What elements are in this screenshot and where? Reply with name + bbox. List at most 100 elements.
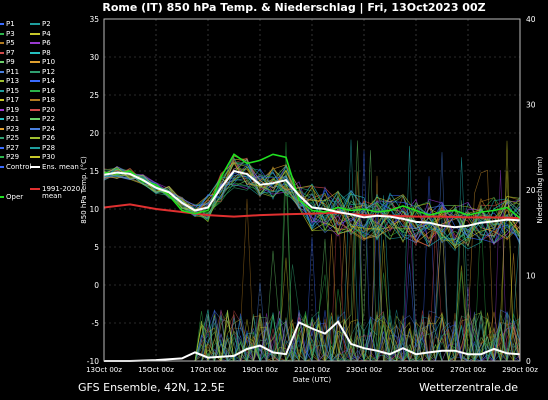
y-tick-right: 0 bbox=[526, 357, 531, 366]
legend-climatology-swatch bbox=[30, 188, 40, 190]
legend-oper-swatch bbox=[0, 196, 4, 198]
x-axis-ticks: 13Oct 00z 15Oct 00z 17Oct 00z 19Oct 00z 21Oc… bbox=[86, 366, 538, 374]
legend-item: P18 bbox=[42, 96, 56, 104]
x-tick: 21Oct 00z bbox=[294, 366, 330, 374]
y-axis-right-label: Niederschlag (mm) bbox=[536, 156, 544, 223]
legend-item: P7 bbox=[6, 48, 15, 57]
x-axis-label: Date (UTC) bbox=[293, 376, 332, 384]
x-tick: 13Oct 00z bbox=[86, 366, 122, 374]
legend-item-swatch bbox=[30, 42, 40, 44]
legend-item-swatch bbox=[0, 32, 4, 35]
legend-item: P17 bbox=[6, 96, 20, 104]
member-temp-line bbox=[103, 153, 521, 244]
footer-source: GFS Ensemble, 42N, 12.5E bbox=[78, 381, 225, 394]
legend-item: P11 bbox=[6, 67, 20, 76]
legend-item: P3 bbox=[6, 29, 15, 38]
y-tick-left: 20 bbox=[89, 129, 99, 138]
legend-item-swatch bbox=[0, 165, 4, 168]
legend-item: P16 bbox=[42, 86, 56, 95]
y-tick-left: 5 bbox=[94, 243, 99, 252]
right-axis-ticks: 40 30 20 10 0 bbox=[526, 15, 536, 366]
x-tick: 19Oct 00z bbox=[242, 366, 278, 374]
member-temp-line bbox=[103, 157, 521, 246]
legend-item: P19 bbox=[6, 105, 20, 114]
y-tick-right: 10 bbox=[526, 272, 536, 281]
legend-item: P23 bbox=[6, 124, 20, 133]
y-tick-left: 15 bbox=[89, 167, 99, 176]
legend-item: P14 bbox=[42, 77, 56, 85]
y-tick-right: 20 bbox=[526, 186, 536, 195]
legend-item: P10 bbox=[42, 58, 56, 66]
y-tick-left: 35 bbox=[89, 15, 99, 24]
legend-item-swatch bbox=[0, 89, 4, 92]
legend-item-swatch bbox=[30, 156, 40, 158]
series-layer bbox=[103, 153, 521, 362]
legend-climatology: 1991-2020 bbox=[42, 185, 81, 193]
legend-item: P4 bbox=[42, 29, 51, 38]
y-tick-left: 30 bbox=[89, 53, 99, 62]
legend-item-swatch bbox=[0, 70, 4, 73]
legend-item: P21 bbox=[6, 115, 20, 123]
legend-item-swatch bbox=[0, 61, 4, 63]
x-tick: 15Oct 00z bbox=[138, 366, 174, 374]
ens-mean-temp-line bbox=[103, 169, 521, 229]
y-tick-left: 0 bbox=[94, 281, 99, 290]
x-tick: 27Oct 00z bbox=[450, 366, 486, 374]
legend-item: Ens. mean bbox=[42, 162, 79, 171]
legend-item: P9 bbox=[6, 58, 15, 66]
legend-item-swatch bbox=[30, 89, 40, 92]
legend-item: P29 bbox=[6, 153, 20, 161]
legend-item: P1 bbox=[6, 20, 15, 28]
legend-item: P28 bbox=[42, 143, 56, 152]
legend-item-swatch bbox=[0, 127, 4, 130]
legend-item-swatch bbox=[30, 51, 40, 54]
legend-item-swatch bbox=[30, 146, 40, 149]
legend-item-swatch bbox=[0, 23, 4, 25]
y-tick-right: 40 bbox=[526, 15, 536, 24]
legend-climatology-line2: mean bbox=[42, 192, 62, 200]
legend-item: P8 bbox=[42, 48, 51, 57]
legend-item: P25 bbox=[6, 134, 20, 142]
legend-item-swatch bbox=[30, 137, 40, 139]
legend-item: P6 bbox=[42, 39, 51, 47]
oper-temp-line bbox=[103, 153, 521, 219]
legend-item: P20 bbox=[42, 105, 56, 114]
x-tick: 23Oct 00z bbox=[346, 366, 382, 374]
legend-item-swatch bbox=[30, 61, 40, 63]
legend-item: P15 bbox=[6, 86, 20, 95]
legend-item: P12 bbox=[42, 67, 56, 76]
legend-item: P27 bbox=[6, 143, 20, 152]
y-tick-right: 30 bbox=[526, 101, 536, 110]
y-tick-left: -5 bbox=[92, 319, 100, 328]
x-tick: 29Oct 00z bbox=[502, 366, 538, 374]
legend-item: P22 bbox=[42, 115, 56, 123]
legend-item-swatch bbox=[0, 80, 4, 82]
legend-item: P13 bbox=[6, 77, 20, 85]
legend-item: P30 bbox=[42, 153, 56, 161]
legend-item-swatch bbox=[30, 127, 40, 130]
legend-item-swatch bbox=[0, 146, 4, 149]
legend-item-swatch bbox=[30, 23, 40, 25]
legend-item-swatch bbox=[30, 99, 40, 101]
footer-site: Wetterzentrale.de bbox=[419, 381, 519, 394]
legend-item-swatch bbox=[30, 70, 40, 73]
legend-item: P26 bbox=[42, 134, 56, 142]
ens-mean-precip-line bbox=[104, 320, 521, 362]
legend-item-swatch bbox=[30, 80, 40, 82]
legend-item-swatch bbox=[30, 108, 40, 111]
y-tick-left: -10 bbox=[87, 357, 99, 366]
x-tick: 25Oct 00z bbox=[398, 366, 434, 374]
y-tick-left: 10 bbox=[89, 205, 99, 214]
chart-title: Rome (IT) 850 hPa Temp. & Niederschlag |… bbox=[102, 1, 485, 14]
climatology-mean-line bbox=[103, 203, 521, 220]
y-axis-left-label: 850 hPa Temp. (°C) bbox=[80, 156, 88, 224]
legend-item: P24 bbox=[42, 124, 56, 133]
legend-item-swatch bbox=[30, 118, 40, 120]
legend-item-swatch bbox=[0, 137, 4, 139]
legend-item: Control bbox=[6, 162, 32, 171]
legend-oper: Oper bbox=[6, 193, 24, 201]
x-tick: 17Oct 00z bbox=[190, 366, 226, 374]
legend-item-swatch bbox=[0, 118, 4, 120]
plot-frame bbox=[103, 18, 521, 362]
legend-item-swatch bbox=[0, 42, 4, 44]
